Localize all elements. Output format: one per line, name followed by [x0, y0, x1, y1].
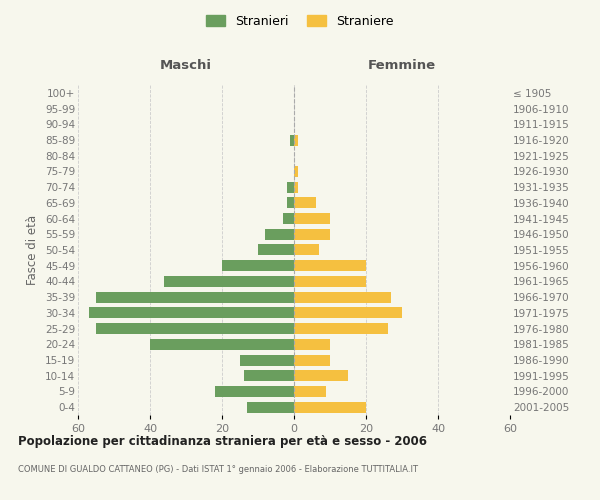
Bar — [294, 276, 366, 287]
Bar — [294, 260, 366, 271]
Bar — [240, 354, 294, 366]
Bar — [294, 323, 388, 334]
Bar — [247, 402, 294, 412]
Legend: Stranieri, Straniere: Stranieri, Straniere — [203, 11, 397, 32]
Bar — [244, 370, 294, 381]
Bar — [287, 198, 294, 208]
Y-axis label: Fasce di età: Fasce di età — [26, 215, 40, 285]
Bar — [294, 182, 298, 192]
Bar — [290, 134, 294, 145]
Bar — [294, 386, 326, 397]
Bar — [294, 229, 330, 240]
Bar — [294, 370, 348, 381]
Bar — [294, 354, 330, 366]
Bar — [89, 308, 294, 318]
Bar — [258, 244, 294, 256]
Bar — [96, 292, 294, 302]
Text: Femmine: Femmine — [368, 60, 436, 72]
Text: COMUNE DI GUALDO CATTANEO (PG) - Dati ISTAT 1° gennaio 2006 - Elaborazione TUTTI: COMUNE DI GUALDO CATTANEO (PG) - Dati IS… — [18, 465, 418, 474]
Bar — [164, 276, 294, 287]
Bar — [294, 244, 319, 256]
Bar — [294, 166, 298, 177]
Bar — [294, 198, 316, 208]
Bar — [287, 182, 294, 192]
Bar — [215, 386, 294, 397]
Bar — [294, 308, 402, 318]
Bar — [265, 229, 294, 240]
Bar — [96, 323, 294, 334]
Bar — [294, 339, 330, 350]
Bar — [222, 260, 294, 271]
Bar — [294, 213, 330, 224]
Bar — [294, 134, 298, 145]
Text: Popolazione per cittadinanza straniera per età e sesso - 2006: Popolazione per cittadinanza straniera p… — [18, 435, 427, 448]
Text: Maschi: Maschi — [160, 60, 212, 72]
Bar — [283, 213, 294, 224]
Bar — [294, 402, 366, 412]
Bar — [294, 292, 391, 302]
Bar — [150, 339, 294, 350]
